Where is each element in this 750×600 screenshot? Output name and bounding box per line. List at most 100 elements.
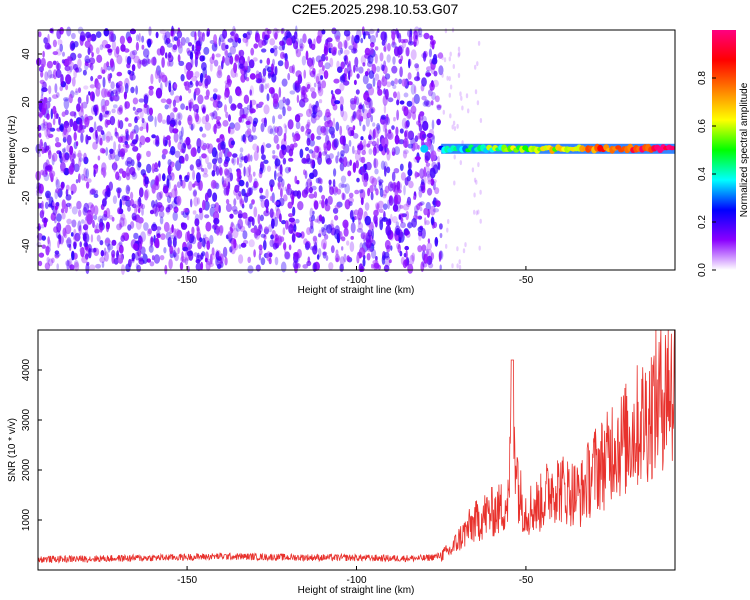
spectrogram-noise-cell — [293, 142, 298, 148]
spectrogram-noise-cell — [52, 60, 57, 65]
spectrogram-noise-cell — [318, 185, 323, 193]
spectrogram-noise-cell — [196, 146, 201, 154]
spectrogram-noise-cell — [196, 172, 201, 183]
spectrogram-noise-cell — [116, 71, 123, 77]
spectrogram-noise-cell — [258, 101, 264, 106]
spectrogram-noise-cell — [136, 264, 142, 273]
spectrogram-noise-cell — [408, 180, 414, 189]
spectrogram-noise-cell — [224, 168, 229, 176]
spectrogram-noise-cell — [413, 93, 420, 105]
spectrogram-noise-cell — [458, 51, 461, 57]
spectrogram-noise-cell — [398, 236, 402, 244]
spectrogram-noise-cell — [181, 126, 184, 137]
spectrogram-noise-cell — [221, 39, 226, 51]
spectrogram-noise-cell — [181, 251, 184, 262]
spectrogram-noise-cell — [342, 111, 348, 122]
spectrogram-noise-cell — [432, 135, 435, 145]
spectrogram-noise-cell — [77, 53, 82, 59]
snr-series-line — [37, 329, 676, 564]
spectrogram-noise-cell — [317, 81, 322, 91]
spectrogram-noise-cell — [398, 58, 403, 65]
spectrogram-noise-cell — [210, 179, 217, 189]
spectrogram-noise-cell — [387, 131, 394, 140]
spectrogram-noise-cell — [147, 58, 151, 65]
spectrogram-noise-cell — [323, 142, 328, 149]
spectrogram-noise-cell — [118, 84, 124, 94]
spectrogram-noise-cell — [411, 252, 416, 262]
spectrogram-noise-cell — [225, 44, 229, 50]
spectrogram-noise-cell — [399, 66, 403, 78]
spectrogram-noise-cell — [259, 187, 264, 194]
spectrogram-noise-cell — [308, 103, 313, 114]
spectrogram-noise-cell — [378, 181, 382, 186]
spectrogram-noise-cell — [386, 132, 392, 139]
spectrogram-noise-cell — [357, 211, 363, 220]
spectrogram-noise-cell — [382, 193, 387, 199]
spectrogram-noise-cell — [267, 125, 273, 134]
spectrogram-noise-cell — [263, 228, 269, 235]
spectrogram-noise-cell — [133, 55, 140, 64]
spectrogram-noise-cell — [434, 187, 440, 195]
spectrogram-noise-cell — [76, 152, 83, 158]
spectrogram-noise-cell — [145, 136, 151, 143]
spectrogram-noise-cell — [413, 37, 419, 47]
spectrogram-noise-cell — [346, 62, 350, 67]
spectrogram-noise-cell — [325, 255, 329, 261]
spectrogram-noise-cell — [380, 160, 386, 170]
spectrogram-noise-cell — [392, 84, 397, 90]
spectrogram-noise-cell — [280, 28, 284, 35]
spectrogram-noise-cell — [227, 52, 232, 58]
spectrogram-noise-cell — [45, 165, 52, 171]
spectrogram-noise-cell — [265, 188, 269, 199]
spectrogram-noise-cell — [426, 133, 433, 138]
spectrogram-noise-cell — [281, 220, 287, 225]
spectrogram-noise-cell — [198, 180, 203, 192]
spectrogram-noise-cell — [282, 106, 286, 117]
spectrogram-noise-cell — [271, 154, 276, 159]
spectrogram-noise-cell — [131, 212, 137, 221]
spectrogram-noise-cell — [39, 123, 47, 131]
spectrogram-noise-cell — [377, 200, 384, 209]
spectrogram-noise-cell — [263, 117, 267, 128]
spectrogram-noise-cell — [113, 141, 117, 152]
spectrogram-noise-cell — [402, 203, 410, 211]
spectrogram-noise-cell — [213, 88, 218, 93]
spectrogram-noise-cell — [478, 245, 481, 251]
spectrogram-noise-cell — [52, 39, 58, 48]
spectrogram-noise-cell — [358, 168, 362, 175]
spectrogram-noise-cell — [356, 228, 363, 233]
spectrogram-noise-cell — [280, 261, 287, 273]
spectrogram-noise-cell — [170, 234, 175, 240]
spectrogram-noise-cell — [399, 163, 404, 171]
spectrogram-noise-cell — [274, 65, 278, 76]
spectrogram-noise-cell — [66, 134, 72, 146]
spectrogram-noise-cell — [189, 70, 193, 79]
spectrogram-noise-cell — [359, 102, 363, 110]
spectrogram-noise-cell — [327, 119, 333, 128]
spectrogram-noise-cell — [247, 29, 253, 36]
spectrogram-noise-cell — [378, 208, 384, 213]
spectrogram-noise-cell — [180, 103, 186, 110]
spectrogram-noise-cell — [269, 128, 274, 135]
spectrogram-noise-cell — [43, 172, 50, 182]
spectrogram-noise-cell — [135, 41, 139, 51]
spectrogram-noise-cell — [167, 159, 172, 166]
spectrogram-noise-cell — [247, 265, 254, 274]
spectrogram-noise-cell — [282, 227, 286, 236]
spectrogram-noise-cell — [312, 235, 318, 242]
spectrogram-noise-cell — [73, 131, 77, 141]
spectrogram-noise-cell — [238, 190, 242, 197]
spectrogram-noise-cell — [375, 31, 379, 38]
spectrogram-noise-cell — [414, 135, 419, 143]
spectrogram-noise-cell — [132, 106, 136, 111]
spectrogram-noise-cell — [193, 252, 198, 257]
spectrogram-noise-cell — [44, 201, 49, 209]
spectrogram-noise-cell — [368, 148, 373, 155]
spectrogram-noise-cell — [85, 134, 89, 145]
spectrogram-noise-cell — [244, 60, 249, 69]
spectrogram-noise-cell — [131, 129, 136, 134]
spectrogram-noise-cell — [346, 124, 350, 131]
spectrogram-noise-cell — [312, 169, 318, 178]
spectrogram-noise-cell — [204, 73, 208, 79]
spectrogram-noise-cell — [299, 148, 304, 159]
